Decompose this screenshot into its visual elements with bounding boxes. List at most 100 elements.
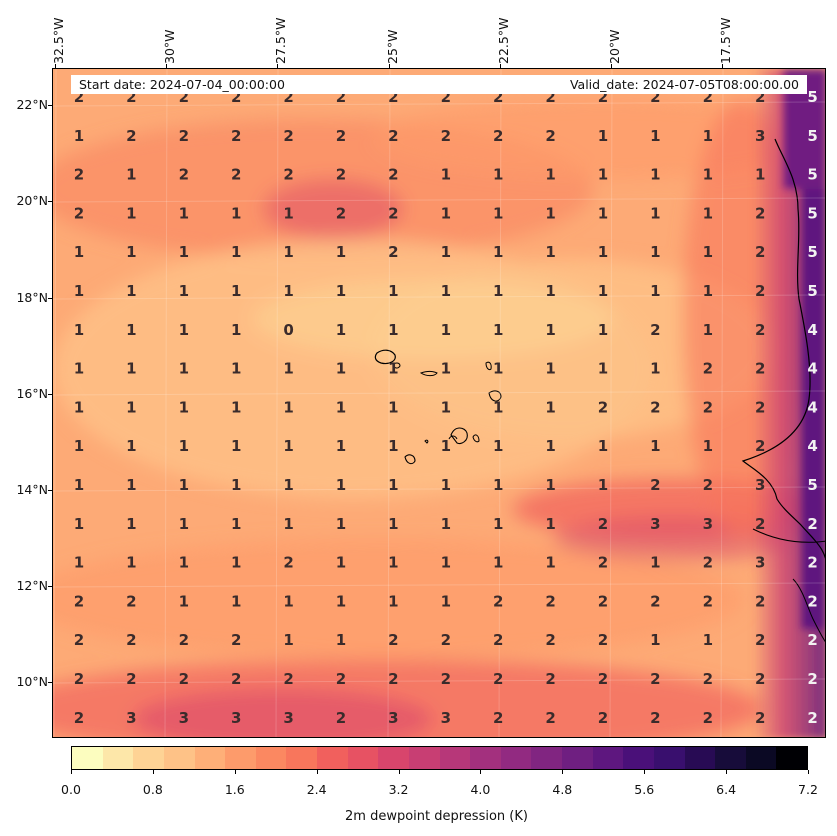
grid-value: 1 [283, 592, 293, 610]
gambia-river [752, 528, 825, 543]
grid-value: 1 [336, 282, 346, 300]
grid-value: 2 [283, 127, 293, 145]
grid-value: 1 [179, 515, 189, 533]
grid-value: 1 [388, 398, 398, 416]
grid-value: 2 [807, 670, 817, 688]
lat-label-10n: 10°N [16, 674, 48, 689]
grid-value: 1 [179, 398, 189, 416]
grid-value: 1 [336, 592, 346, 610]
colorbar-swatch [500, 747, 532, 769]
field-pale-streak [253, 279, 613, 359]
grid-value: 2 [807, 515, 817, 533]
grid-value: 2 [336, 709, 346, 727]
grid-value: 1 [545, 321, 555, 339]
grid-value: 1 [231, 592, 241, 610]
grid-value: 2 [179, 670, 189, 688]
grid-value: 1 [283, 631, 293, 649]
grid-value: 2 [126, 670, 136, 688]
grid-value: 2 [388, 631, 398, 649]
grid-value: 3 [441, 709, 451, 727]
grid-value: 1 [493, 204, 503, 222]
colorbar-swatch [653, 747, 685, 769]
grid-value: 2 [74, 709, 84, 727]
grid-value: 1 [703, 204, 713, 222]
grid-value: 3 [755, 554, 765, 572]
grid-value: 1 [283, 204, 293, 222]
grid-value: 2 [493, 709, 503, 727]
grid-value: 1 [388, 554, 398, 572]
grid-value: 1 [388, 282, 398, 300]
grid-value: 1 [650, 437, 660, 455]
grid-value: 1 [74, 398, 84, 416]
island-maio [448, 435, 458, 440]
colorbar-swatch [531, 747, 562, 769]
grid-value: 5 [807, 282, 817, 300]
grid-value: 1 [231, 476, 241, 494]
colorbar-tick-mark [316, 770, 318, 774]
grid-value: 2 [179, 127, 189, 145]
colorbar-tick-label: 5.6 [634, 782, 655, 797]
colorbar-swatch [194, 747, 226, 769]
grid-value: 2 [545, 709, 555, 727]
grid-value: 1 [126, 282, 136, 300]
grid-value: 2 [126, 592, 136, 610]
grid-value: 1 [231, 282, 241, 300]
grid-value: 1 [545, 554, 555, 572]
grid-value: 1 [703, 437, 713, 455]
grid-value: 2 [703, 360, 713, 378]
grid-value: 3 [283, 709, 293, 727]
grid-value: 2 [703, 398, 713, 416]
grid-value: 2 [74, 166, 84, 184]
grid-value: 3 [179, 709, 189, 727]
grid-value: 5 [807, 204, 817, 222]
grid-value: 1 [441, 476, 451, 494]
colorbar-swatch [286, 747, 317, 769]
grid-value: 1 [493, 515, 503, 533]
grid-value: 3 [703, 515, 713, 533]
grid-value: 1 [231, 243, 241, 261]
grid-value: 2 [388, 166, 398, 184]
grid-value: 4 [807, 321, 817, 339]
grid-value: 2 [755, 398, 765, 416]
grid-value: 1 [441, 321, 451, 339]
colorbar-tick-mark [234, 770, 236, 774]
lon-label-27.5w: 27.5°W [273, 17, 288, 64]
grid-value: 1 [283, 360, 293, 378]
grid-value: 1 [545, 398, 555, 416]
colorbar-tick-label: 4.0 [470, 782, 491, 797]
lat-label-12n: 12°N [16, 578, 48, 593]
valid-date-label: Valid_date: 2024-07-05T08:00:00.00 [569, 77, 799, 92]
grid-value: 2 [545, 88, 555, 106]
start-date-label: Start date: 2024-07-04_00:00:00 [79, 77, 285, 92]
grid-value: 2 [650, 670, 660, 688]
grid-value: 1 [650, 166, 660, 184]
island-small [472, 434, 480, 443]
grid-value: 1 [179, 437, 189, 455]
grid-value: 2 [441, 670, 451, 688]
grid-value: 2 [650, 88, 660, 106]
grid-value: 1 [74, 437, 84, 455]
grid-value: 2 [283, 554, 293, 572]
grid-value: 1 [336, 243, 346, 261]
grid-value: 1 [231, 554, 241, 572]
grid-value: 1 [179, 321, 189, 339]
grid-value: 2 [493, 670, 503, 688]
lon-label-20w: 20°W [607, 29, 622, 64]
colorbar-tick-mark [808, 770, 809, 774]
island-santiago [450, 427, 468, 445]
colorbar-tick-mark [644, 770, 646, 774]
grid-value: 2 [598, 88, 608, 106]
grid-value: 2 [493, 631, 503, 649]
grid-value: 2 [703, 554, 713, 572]
grid-value: 1 [703, 282, 713, 300]
grid-value: 2 [755, 88, 765, 106]
grid-value: 2 [703, 476, 713, 494]
grid-value: 5 [807, 166, 817, 184]
grid-value: 2 [703, 592, 713, 610]
grid-value: 3 [126, 709, 136, 727]
grid-value: 2 [493, 592, 503, 610]
grid-value: 1 [74, 360, 84, 378]
grid-value: 1 [650, 204, 660, 222]
grid-value: 1 [650, 554, 660, 572]
grid-value: 1 [336, 515, 346, 533]
